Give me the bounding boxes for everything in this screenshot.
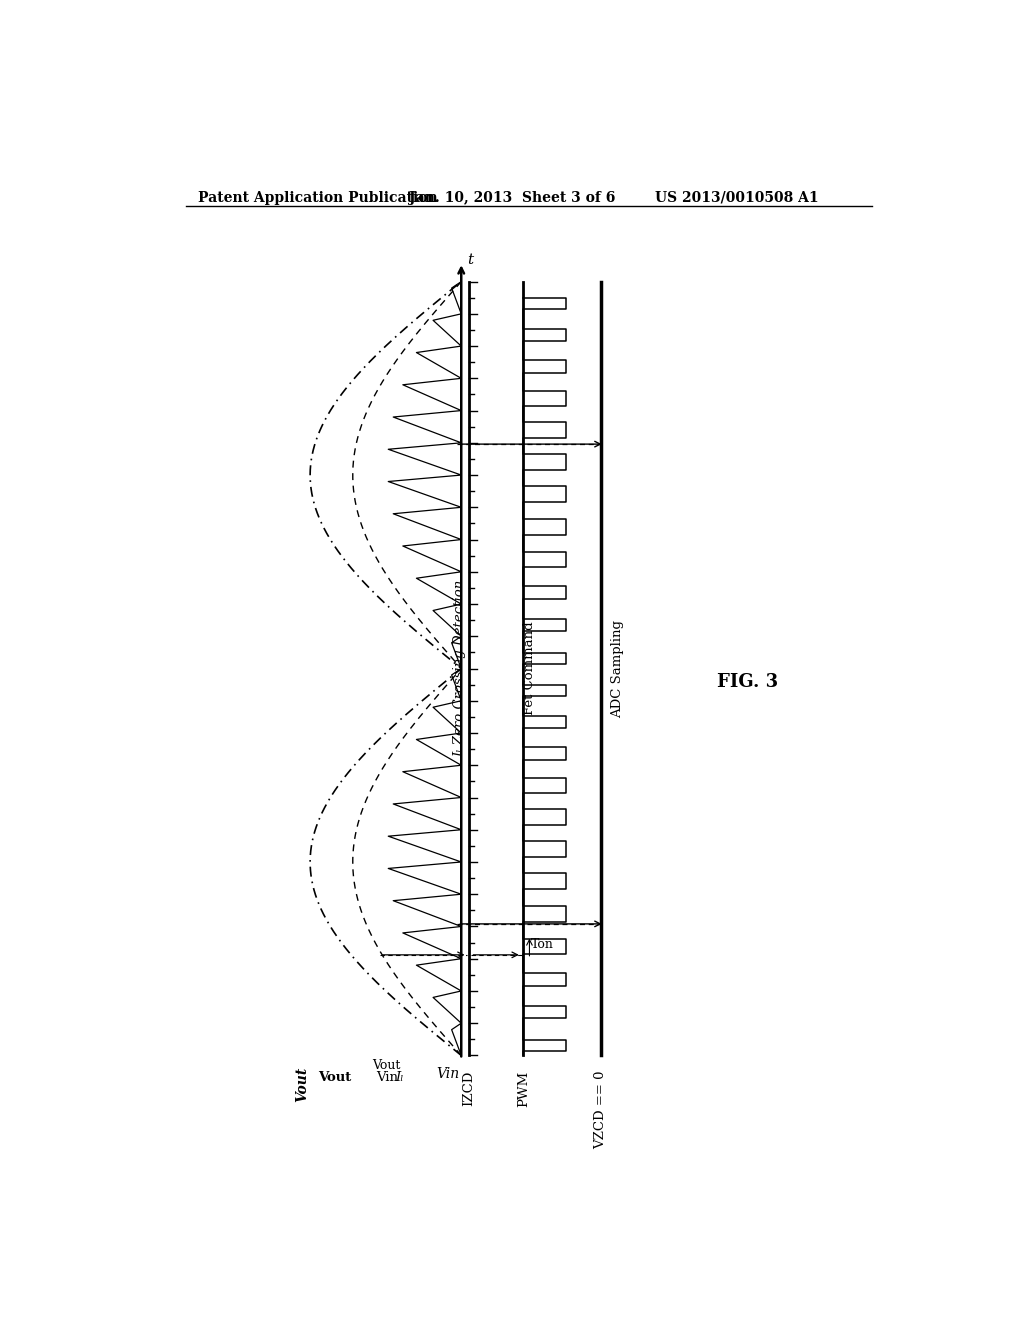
Text: t: t [467,253,473,267]
Text: ADC Sampling: ADC Sampling [611,619,625,718]
Text: Vout: Vout [295,1067,309,1102]
Text: Fet Command: Fet Command [523,622,536,715]
Text: Ton: Ton [531,939,554,950]
Text: Vin: Vin [376,1071,398,1084]
Text: PWM: PWM [517,1071,529,1107]
Text: Patent Application Publication: Patent Application Publication [198,191,437,205]
Text: Iₗ: Iₗ [395,1071,403,1084]
Text: Vin: Vin [436,1067,459,1081]
Text: IZCD: IZCD [463,1071,475,1106]
Text: VZCD == 0: VZCD == 0 [594,1071,607,1150]
Text: Iₗ Zero Crossing Detection: Iₗ Zero Crossing Detection [454,579,466,758]
Text: US 2013/0010508 A1: US 2013/0010508 A1 [655,191,818,205]
Text: Vout: Vout [317,1071,351,1084]
Text: Jan. 10, 2013  Sheet 3 of 6: Jan. 10, 2013 Sheet 3 of 6 [410,191,615,205]
Text: Vout: Vout [372,1059,400,1072]
Text: FIG. 3: FIG. 3 [717,673,778,690]
